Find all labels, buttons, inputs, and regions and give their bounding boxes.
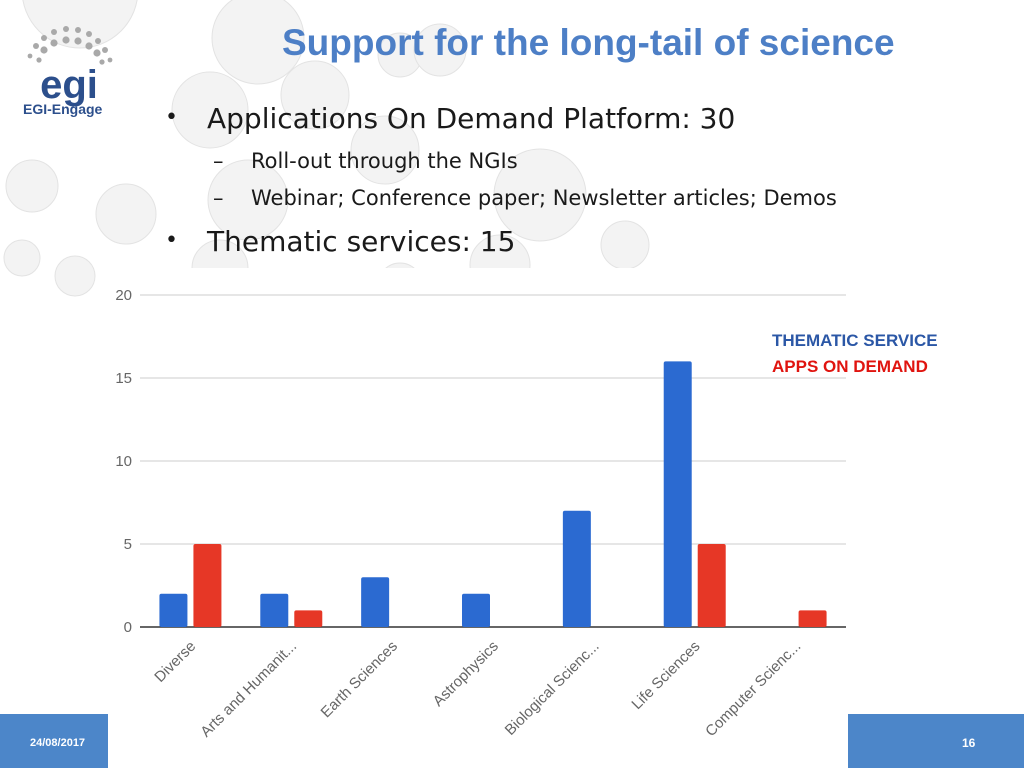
background-bubble (171, 71, 249, 149)
bar-thematic-service (562, 510, 591, 627)
bar-apps-on-demand (798, 610, 827, 627)
legend-thematic-service: THEMATIC SERVICE (772, 331, 938, 350)
bar-apps-on-demand (697, 544, 726, 627)
logo-wordmark: egi (40, 63, 98, 107)
chart-area (108, 268, 853, 714)
background-bubble (95, 183, 157, 245)
legend-apps-on-demand: APPS ON DEMAND (772, 357, 928, 376)
bar-apps-on-demand (193, 544, 222, 627)
sub-bullet-marker: – (213, 186, 224, 210)
y-tick-label: 0 (124, 619, 132, 636)
bar-thematic-service (462, 593, 490, 627)
bullet-marker: • (165, 105, 178, 130)
footer-bar-right (848, 714, 1024, 768)
egi-logo: egi (27, 26, 113, 107)
background-bubble (280, 60, 350, 130)
page-number: 16 (962, 736, 976, 750)
bar-thematic-service (361, 577, 390, 627)
logo-subtitle: EGI-Engage (23, 101, 103, 117)
y-tick-label: 5 (124, 536, 132, 553)
bullet-text: Thematic services: 15 (207, 225, 516, 258)
footer-date: 24/08/2017 (30, 737, 86, 749)
background-bubble (207, 159, 289, 241)
sub-bullet-text: Webinar; Conference paper; Newsletter ar… (251, 186, 837, 210)
background-bubble (54, 255, 96, 297)
background-bubble (3, 239, 41, 277)
background-bubble (22, 0, 138, 49)
background-bubble (413, 23, 467, 77)
background-bubble (493, 148, 587, 242)
background-bubble (211, 0, 305, 85)
footer-bar-left (0, 714, 108, 768)
y-tick-label: 20 (115, 287, 132, 304)
chart-legend: THEMATIC SERVICE APPS ON DEMAND (772, 328, 938, 380)
bar-thematic-service (159, 593, 188, 627)
sub-bullet-marker: – (213, 149, 224, 173)
background-bubble (5, 159, 59, 213)
bullet-text: Applications On Demand Platform: 30 (207, 102, 736, 135)
bar-thematic-service (260, 593, 289, 627)
bar-apps-on-demand (294, 610, 323, 627)
y-tick-label: 15 (115, 370, 132, 387)
background-bubble (350, 115, 420, 185)
bar-thematic-service (663, 361, 692, 627)
slide-title: Support for the long-tail of science (282, 22, 895, 63)
y-tick-label: 10 (115, 453, 132, 470)
sub-bullet-text: Roll-out through the NGIs (251, 149, 518, 173)
bullet-marker: • (165, 228, 178, 253)
